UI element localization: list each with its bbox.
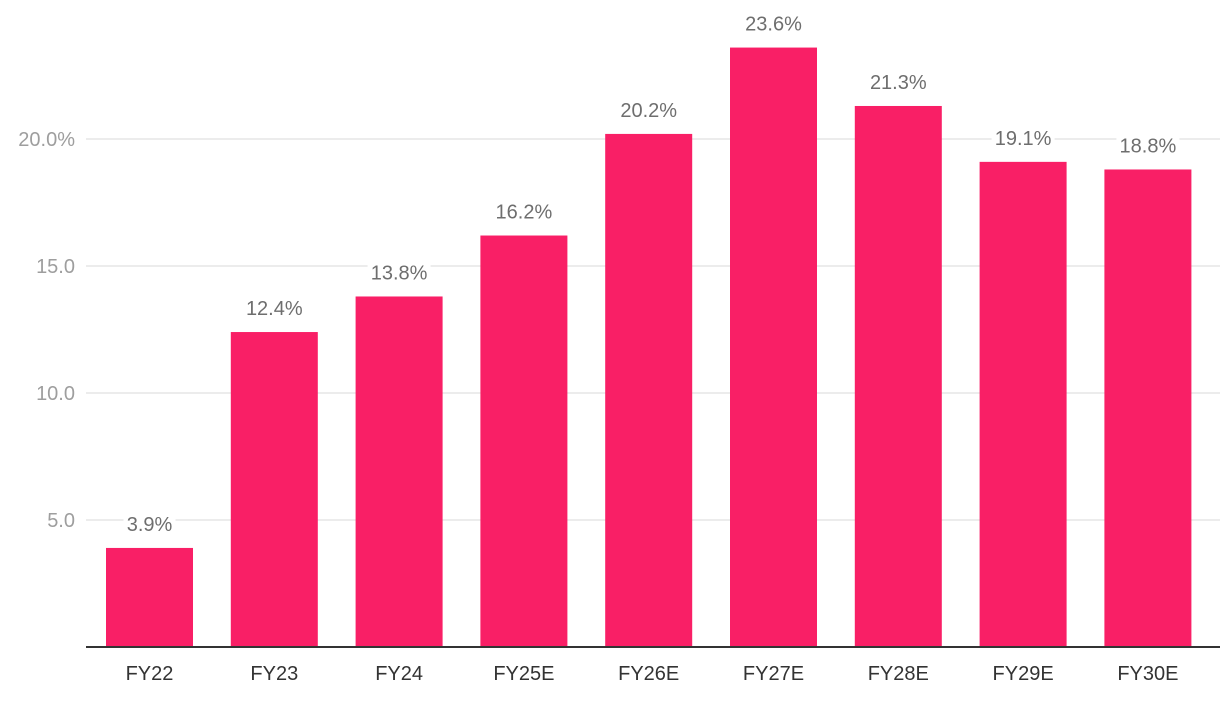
bar-fy25e [480, 235, 568, 647]
x-tick-label: FY22 [126, 663, 174, 685]
data-label-background [367, 258, 431, 285]
data-label: 12.4% [246, 298, 303, 320]
x-tick-label: FY30E [1117, 663, 1178, 685]
bar-fy27e [730, 47, 817, 648]
data-label-background [1116, 131, 1180, 158]
data-label-background [742, 9, 805, 36]
x-tick-label: FY23 [250, 663, 298, 685]
x-tick-label: FY29E [993, 663, 1054, 685]
bar-fy29e [979, 161, 1067, 648]
bar-fy24 [355, 296, 443, 647]
y-tick-label: 20.0% [18, 129, 75, 151]
x-tick-label: FY27E [743, 663, 804, 685]
x-tick-label: FY26E [618, 663, 679, 685]
data-label-background [991, 123, 1055, 150]
x-tick-label: FY25E [493, 663, 554, 685]
data-label: 16.2% [496, 202, 553, 224]
data-label: 13.8% [371, 262, 428, 284]
data-label-background [123, 509, 176, 536]
data-label: 21.3% [870, 72, 927, 94]
data-label-background [866, 67, 930, 94]
data-label-background [617, 95, 681, 122]
data-label: 18.8% [1120, 135, 1177, 157]
x-tick-label: FY28E [868, 663, 929, 685]
bar-fy28e [854, 105, 942, 648]
x-tick-label: FY24 [375, 663, 423, 685]
data-label: 3.9% [127, 514, 173, 536]
bar-fy30e [1104, 169, 1192, 648]
bar-fy23 [230, 332, 318, 647]
data-label-background [492, 197, 556, 224]
bar-fy22 [106, 547, 193, 647]
data-label-background [242, 294, 306, 321]
y-tick-label: 5.0 [47, 510, 75, 532]
y-tick-label: 10.0 [36, 383, 75, 405]
data-label: 20.2% [620, 100, 677, 122]
data-label: 19.1% [995, 128, 1052, 150]
data-label: 23.6% [745, 14, 802, 36]
y-tick-label: 15.0 [36, 256, 75, 278]
bar-fy26e [605, 133, 693, 648]
